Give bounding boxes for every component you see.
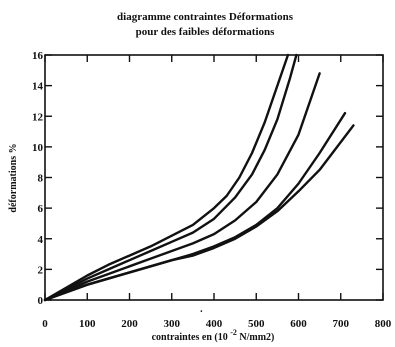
x-tick-label: 800 [375,318,392,330]
plot-frame [44,54,384,301]
x-axis-label-unit: N/mm2) [239,332,274,343]
y-tick-label: 4 [38,234,44,246]
y-tick-label: 2 [38,264,44,276]
x-axis-label-exponent: -2 [230,328,237,337]
chart-annotation: . [200,304,203,315]
plot-area [44,54,384,301]
y-tick-label: 10 [32,142,44,154]
series-line-1 [43,53,290,302]
y-tick-label: 16 [32,50,44,62]
tick-group: 0 100 200 300 400 500 600 700 800 0 2 4 6 8 10 12 14 16 [32,50,392,330]
y-tick-label: 0 [38,295,44,307]
series-group [43,53,355,302]
series-line-5 [43,124,355,302]
y-tick-label: 8 [38,173,44,185]
x-tick-label: 400 [206,318,223,330]
x-tick-label: 700 [333,318,350,330]
series-line-4 [43,111,347,302]
x-axis-label: contraintes en (10 -2 N/mm2) [152,327,275,343]
x-tick-label: 0 [42,318,48,330]
chart-title: diagramme contraintes Déformations [117,11,294,23]
y-tick-label: 14 [32,81,44,93]
x-axis-label-main: contraintes en (10 [152,332,228,343]
y-tick-label: 12 [32,111,44,123]
chart-subtitle: pour des faibles déformations [136,26,276,38]
series-line-2 [43,53,298,302]
y-tick-label: 6 [38,203,44,215]
series-line-3 [43,72,321,302]
x-tick-label: 600 [290,318,307,330]
x-tick-label: 100 [79,318,96,330]
y-axis-label: déformations % [8,143,19,212]
x-tick-label: 500 [248,318,265,330]
x-tick-label: 200 [121,318,138,330]
x-tick-label: 300 [164,318,181,330]
